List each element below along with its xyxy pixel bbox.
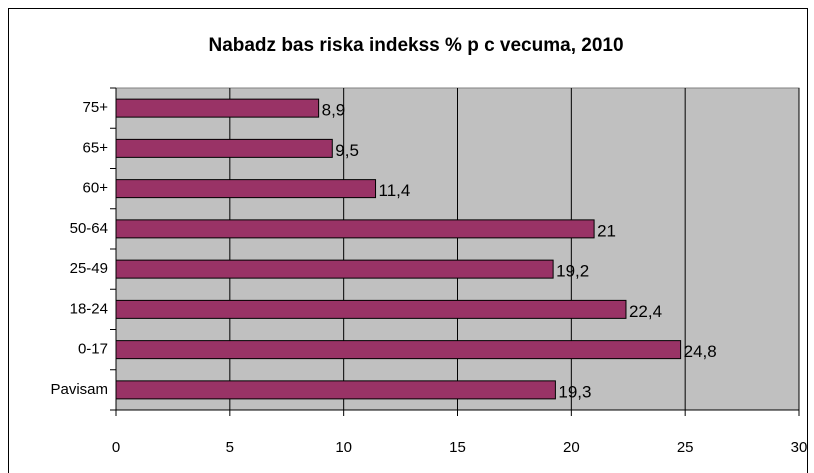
y-tick-label: 18-24 [70, 300, 108, 317]
y-tick-label: Pavisam [50, 381, 108, 398]
bar [115, 179, 377, 199]
x-tick-label: 25 [677, 439, 694, 456]
bar [115, 380, 556, 400]
data-label: 21 [597, 221, 616, 240]
data-label: 11,4 [379, 181, 411, 200]
x-tick-label: 10 [335, 439, 352, 456]
bar [115, 219, 595, 239]
x-tick-label: 20 [563, 439, 580, 456]
y-tick-label: 50-64 [70, 220, 108, 237]
bar [115, 138, 333, 158]
y-tick-label: 25-49 [70, 260, 108, 277]
data-label: 19,3 [558, 382, 591, 401]
x-tick-label: 5 [226, 439, 234, 456]
data-label: 24,8 [684, 342, 717, 361]
x-tick-label: 15 [449, 439, 466, 456]
chart-title: Nabadz bas riska indekss % p c vecuma, 2… [208, 35, 623, 56]
data-label: 19,2 [556, 262, 589, 281]
y-tick-label: 0-17 [78, 341, 108, 358]
data-label: 8,9 [322, 101, 346, 120]
y-tick-label: 60+ [83, 180, 109, 197]
x-tick-label: 30 [791, 439, 808, 456]
x-tick-label: 0 [112, 439, 120, 456]
y-tick-label: 75+ [83, 99, 109, 116]
bar [115, 340, 682, 360]
data-label: 9,5 [335, 141, 359, 160]
bar [115, 98, 320, 118]
bar [115, 259, 554, 279]
data-label: 22,4 [629, 302, 662, 321]
y-tick-label: 65+ [83, 139, 109, 156]
bar [115, 299, 627, 319]
